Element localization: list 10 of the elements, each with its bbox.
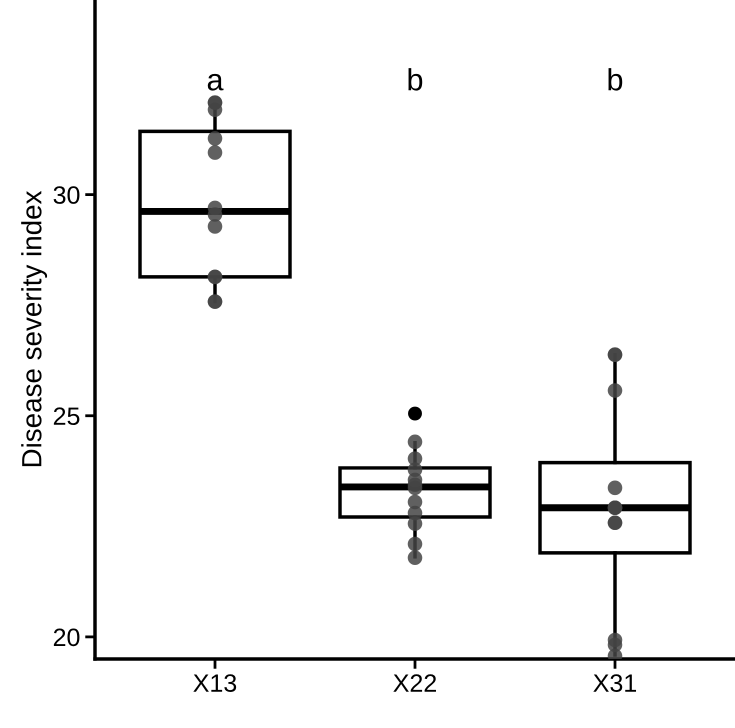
x-tick-label: X22 (393, 674, 436, 692)
annotation: b (608, 68, 622, 91)
annotation: a (208, 74, 224, 91)
annotation: b (408, 68, 422, 91)
y-tick-label: 20 (54, 628, 80, 646)
x-tick-label: X13 (193, 674, 236, 692)
y-tick-label: 25 (54, 407, 80, 426)
y-axis-title: Disease severity index (21, 190, 48, 466)
y-tick-label: 30 (54, 186, 80, 204)
x-tick-label: X31 (593, 674, 636, 692)
